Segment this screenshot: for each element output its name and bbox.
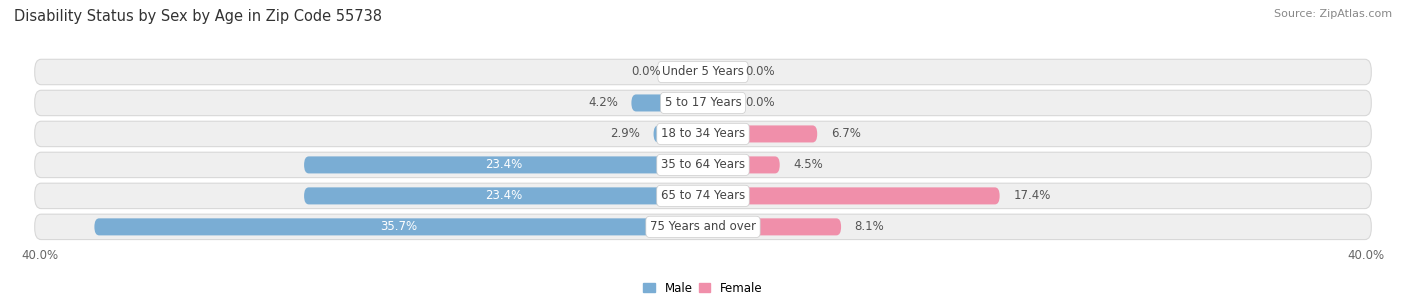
Text: 40.0%: 40.0% (21, 249, 58, 262)
Text: 23.4%: 23.4% (485, 189, 522, 203)
FancyBboxPatch shape (35, 214, 1371, 239)
Text: 0.0%: 0.0% (631, 66, 661, 78)
Text: 35.7%: 35.7% (380, 221, 418, 233)
Text: 2.9%: 2.9% (610, 127, 640, 140)
Text: 17.4%: 17.4% (1014, 189, 1050, 203)
Text: 8.1%: 8.1% (855, 221, 884, 233)
FancyBboxPatch shape (304, 187, 703, 204)
FancyBboxPatch shape (35, 152, 1371, 178)
FancyBboxPatch shape (304, 156, 703, 174)
Text: 75 Years and over: 75 Years and over (650, 221, 756, 233)
Text: 18 to 34 Years: 18 to 34 Years (661, 127, 745, 140)
FancyBboxPatch shape (703, 187, 1000, 204)
FancyBboxPatch shape (35, 121, 1371, 147)
FancyBboxPatch shape (35, 90, 1371, 116)
FancyBboxPatch shape (703, 125, 817, 142)
Text: 4.2%: 4.2% (588, 96, 617, 109)
Text: 65 to 74 Years: 65 to 74 Years (661, 189, 745, 203)
Text: Source: ZipAtlas.com: Source: ZipAtlas.com (1274, 9, 1392, 19)
Text: 6.7%: 6.7% (831, 127, 860, 140)
FancyBboxPatch shape (94, 218, 703, 235)
Text: 35 to 64 Years: 35 to 64 Years (661, 158, 745, 171)
Text: 23.4%: 23.4% (485, 158, 522, 171)
FancyBboxPatch shape (35, 183, 1371, 209)
FancyBboxPatch shape (703, 218, 841, 235)
Text: 40.0%: 40.0% (1348, 249, 1385, 262)
Legend: Male, Female: Male, Female (638, 277, 768, 300)
Text: 4.5%: 4.5% (793, 158, 823, 171)
FancyBboxPatch shape (703, 156, 780, 174)
FancyBboxPatch shape (631, 95, 703, 112)
Text: 0.0%: 0.0% (745, 96, 775, 109)
Text: 0.0%: 0.0% (745, 66, 775, 78)
FancyBboxPatch shape (654, 125, 703, 142)
FancyBboxPatch shape (35, 59, 1371, 85)
Text: 5 to 17 Years: 5 to 17 Years (665, 96, 741, 109)
Text: Under 5 Years: Under 5 Years (662, 66, 744, 78)
Text: Disability Status by Sex by Age in Zip Code 55738: Disability Status by Sex by Age in Zip C… (14, 9, 382, 24)
